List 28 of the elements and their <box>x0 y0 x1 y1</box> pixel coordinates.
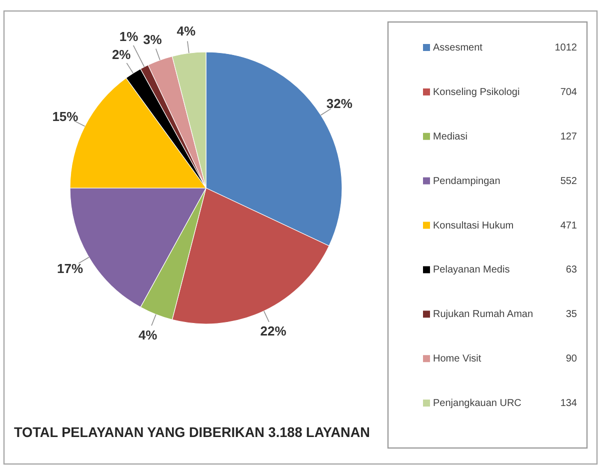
data-label: 2% <box>112 47 132 62</box>
legend-label: Pelayanan Medis <box>433 264 510 276</box>
data-label: 32% <box>326 96 353 111</box>
legend-label: Assesment <box>433 42 483 54</box>
data-label: 22% <box>260 323 287 338</box>
text: 471 <box>560 220 578 232</box>
legend-label: Pendampingan <box>433 176 500 187</box>
data-label: 17% <box>56 260 84 276</box>
text: 1012 <box>554 42 578 54</box>
data-label: 3% <box>143 32 162 47</box>
text: 552 <box>560 176 578 187</box>
text: 704 <box>560 86 578 98</box>
text: 127 <box>560 131 578 142</box>
data-label: 4% <box>176 24 196 39</box>
legend-label: Konsultasi Hukum <box>433 220 514 232</box>
text: 134 <box>560 398 578 410</box>
legend-label: Home Visit <box>433 354 482 365</box>
data-label: 1% <box>119 29 139 44</box>
legend-label: Konseling Psikologi <box>433 86 520 98</box>
text: 35 <box>566 309 578 320</box>
data-label: 15% <box>52 108 79 124</box>
text: 63 <box>566 264 578 276</box>
text: TOTAL PELAYANAN YANG DIBERIKAN 3.188 LAYANAN <box>14 424 381 440</box>
data-label: 4% <box>138 327 158 342</box>
legend-label: Rujukan Rumah Aman <box>433 309 534 320</box>
legend-label: Penjangkauan URC <box>433 398 522 410</box>
text: 90 <box>566 354 578 365</box>
legend-label: Mediasi <box>433 131 468 142</box>
